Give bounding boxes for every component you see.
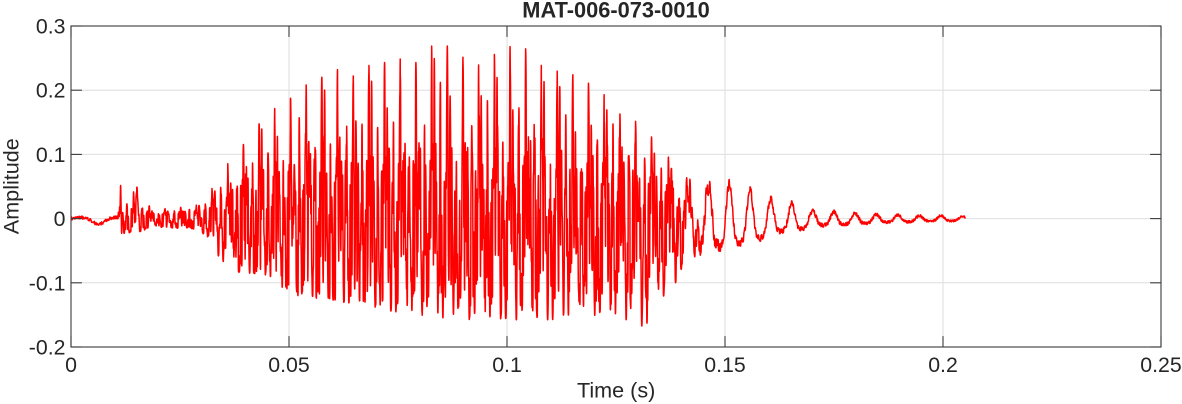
svg-text:0.1: 0.1	[36, 143, 66, 167]
svg-text:0.3: 0.3	[36, 15, 66, 39]
svg-text:-0.1: -0.1	[29, 271, 66, 295]
svg-text:0.25: 0.25	[1140, 353, 1181, 377]
svg-text:Amplitude: Amplitude	[0, 138, 24, 234]
svg-text:-0.2: -0.2	[29, 336, 66, 360]
svg-text:MAT-006-073-0010: MAT-006-073-0010	[522, 0, 709, 23]
svg-text:0: 0	[65, 353, 77, 377]
svg-text:0.15: 0.15	[704, 353, 745, 377]
svg-text:0: 0	[54, 207, 66, 231]
svg-text:0.05: 0.05	[268, 353, 309, 377]
svg-text:0.2: 0.2	[36, 79, 66, 103]
svg-text:0.1: 0.1	[492, 353, 522, 377]
svg-text:Time (s): Time (s)	[577, 377, 655, 402]
svg-text:0.2: 0.2	[928, 353, 958, 377]
